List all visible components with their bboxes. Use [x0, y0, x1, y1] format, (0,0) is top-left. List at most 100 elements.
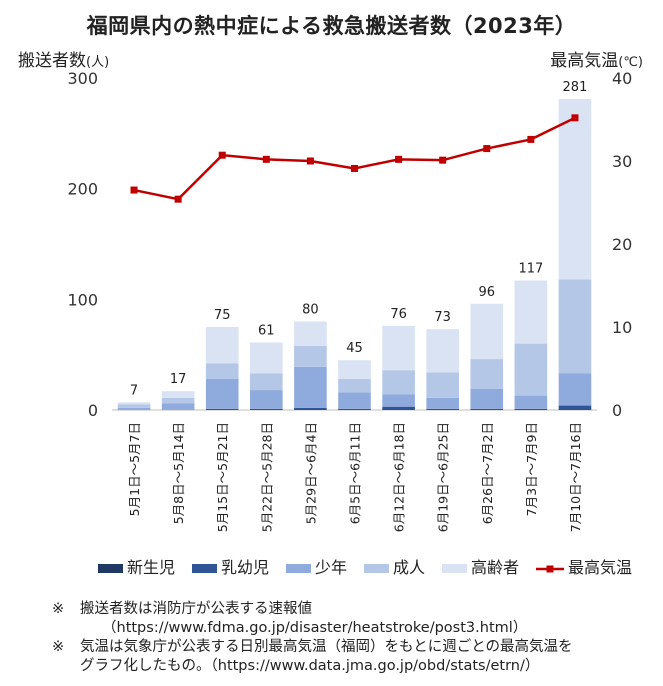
bar-segment: [470, 408, 504, 410]
bar-segment: [514, 280, 548, 344]
bar-total-label: 75: [214, 308, 231, 323]
x-tick-label: 6月26日～7月2日: [480, 422, 495, 524]
temperature-point: [218, 151, 226, 159]
bar-total-label: 281: [563, 80, 588, 95]
x-tick-label: 5月1日～5月7日: [127, 422, 142, 516]
x-tick-label: 5月29日～6月4日: [303, 422, 318, 524]
bar-segment: [294, 345, 327, 367]
bar-segment: [161, 397, 195, 404]
temperature-point: [306, 157, 314, 165]
bar-segment: [250, 373, 283, 391]
legend-swatch: [364, 564, 389, 573]
bar-total-label: 117: [518, 262, 543, 277]
bar-segment: [558, 279, 592, 374]
temperature-point: [439, 156, 447, 164]
bar-segment: [382, 325, 415, 371]
bar-segment: [470, 303, 504, 360]
bar-segment: [294, 366, 327, 408]
x-tick-labels: 5月1日～5月7日 5月8日～5月14日 5月15日～5月21日 5月22日～5月28…: [127, 422, 583, 532]
temperature-point: [262, 155, 270, 163]
legend-label: 少年: [315, 558, 347, 577]
legend-swatch: [192, 564, 217, 573]
bar-segment: [250, 342, 283, 374]
footnote-1: ※ 搬送者数は消防庁が公表する速報値: [52, 600, 652, 619]
x-tick-label: 5月8日～5月14日: [171, 422, 186, 524]
bar-segment: [294, 407, 327, 410]
bar-segment: [338, 392, 371, 409]
bar-segment: [205, 363, 239, 380]
y2-tick-label: 40: [612, 69, 632, 88]
bar-segment: [426, 408, 459, 410]
y2-axis-title: 最高気温(℃): [550, 51, 643, 71]
bar-segment: [382, 406, 415, 410]
bar-total-label: 17: [170, 372, 187, 387]
y-tick-label: 0: [88, 401, 98, 420]
temperature-point: [130, 186, 138, 194]
legend-line-marker: [546, 565, 554, 573]
legend-swatch: [286, 564, 311, 573]
bar-segment: [117, 402, 151, 405]
x-tick-label: 7月3日～7月9日: [524, 422, 539, 516]
legend-label: 最高気温: [568, 558, 632, 577]
bar-segment: [514, 395, 548, 409]
temperature-point: [483, 145, 491, 153]
temperature-line: [130, 114, 579, 203]
bar-segment: [558, 405, 592, 410]
y2-tick-label: 30: [612, 152, 632, 171]
temperature-point: [527, 135, 535, 143]
bar-segment: [426, 329, 459, 373]
bar-segment: [514, 408, 548, 410]
footnote-text: 気温は気象庁が公表する日別最高気温（福岡）をもとに週ごとの最高気温を: [80, 639, 573, 655]
y-tick-label: 100: [67, 290, 98, 309]
x-tick-label: 6月19日～6月25日: [436, 422, 451, 532]
y-tick-label: 300: [67, 69, 98, 88]
bar-segment: [338, 360, 371, 380]
footnote-text-cont: グラフ化したもの。（https://www.data.jma.go.jp/obd…: [80, 658, 540, 674]
temperature-line-path: [133, 116, 576, 201]
y-axis-title: 搬送者数(人): [18, 51, 109, 71]
legend-label: 乳幼児: [221, 558, 269, 577]
bar-segment: [514, 343, 548, 396]
bar-segment: [426, 397, 459, 409]
bar-segment: [294, 321, 327, 346]
bar-segment: [161, 403, 195, 410]
temperature-point: [351, 164, 358, 172]
bar-segment: [161, 391, 195, 398]
bar-segment: [338, 379, 371, 393]
axes: 搬送者数(人) 最高気温(℃) 0 100 200 300 0 10 20 30 40: [18, 51, 643, 420]
footnote-mark: ※: [52, 601, 65, 617]
bar-segment: [558, 99, 592, 280]
legend-swatch: [442, 564, 467, 573]
chart-title: 福岡県内の熱中症による救急搬送者数（2023年）: [86, 14, 577, 38]
bar-total-label: 76: [390, 307, 407, 322]
bar-segment: [426, 372, 459, 398]
y2-axis-title-text: 最高気温: [550, 51, 618, 71]
footnotes: ※ 搬送者数は消防庁が公表する速報値 （https://www.fdma.go.j…: [52, 600, 652, 676]
legend: 新生児 乳幼児 少年 成人 高齢者 最高気温: [98, 558, 632, 577]
bar-segment: [470, 388, 504, 409]
y-tick-label: 200: [67, 180, 98, 199]
temperature-point: [571, 114, 579, 122]
y-axis-title-text: 搬送者数: [18, 51, 86, 71]
temperature-point: [395, 155, 403, 163]
x-tick-label: 5月22日～5月28日: [259, 422, 274, 532]
x-tick-label: 5月15日～5月21日: [215, 422, 230, 532]
bar-total-label: 80: [302, 302, 319, 317]
bar-total-label: 96: [478, 285, 495, 300]
bar-total-label: 61: [258, 323, 275, 338]
bar-total-label: 45: [346, 341, 363, 356]
footnote-2: ※ 気温は気象庁が公表する日別最高気温（福岡）をもとに週ごとの最高気温を: [52, 638, 652, 657]
bar-segment: [338, 408, 371, 410]
bar-segment: [205, 408, 239, 410]
legend-label: 成人: [393, 558, 425, 577]
bars: [117, 99, 592, 410]
legend-swatch: [98, 564, 123, 573]
bar-segment: [117, 404, 151, 408]
bar-segment: [558, 373, 592, 406]
data-labels: 7 17 75 61 80 45 76 73 96 117 281: [130, 80, 587, 398]
bar-segment: [117, 407, 151, 410]
x-tick-label: 6月5日～6月11日: [348, 422, 363, 524]
bar-total-label: 7: [130, 383, 138, 398]
footnote-url: （https://www.fdma.go.jp/disaster/heatstr…: [102, 620, 528, 636]
